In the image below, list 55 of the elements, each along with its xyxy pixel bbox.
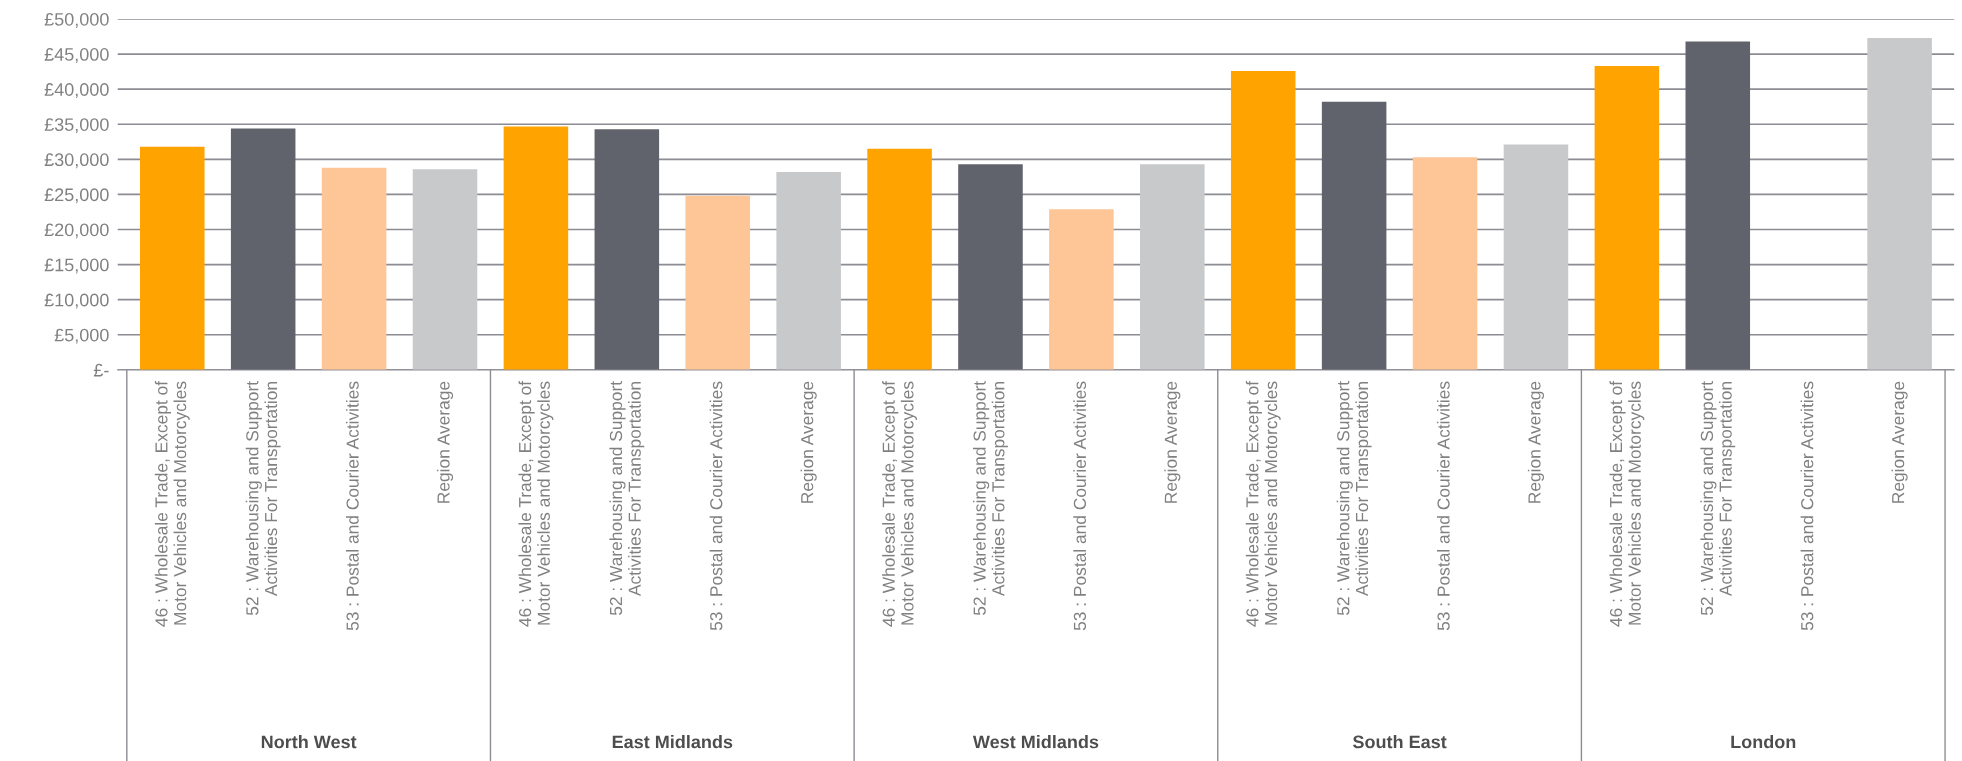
y-tick-label: £5,000 (54, 328, 109, 344)
bar (867, 148, 932, 370)
x-tick-label: 52 : Warehousing and Support Activities For Transportation (245, 381, 281, 616)
y-tick-label: £45,000 (44, 48, 109, 63)
bar (1140, 164, 1205, 370)
x-tick-label: Region Average (800, 381, 817, 503)
bar (1503, 144, 1569, 370)
x-tick-label: 46 : Wholesale Trade, Except of Motor Vehicles and Motorcycles (882, 380, 918, 627)
y-tick-label: £20,000 (44, 223, 109, 239)
x-tick-label: Region Average (436, 381, 454, 503)
bar (1594, 66, 1660, 370)
x-tick-label: 53 : Postal and Courier Activities (1073, 381, 1087, 631)
x-tick-label: Region Average (1527, 381, 1545, 503)
y-tick-label: £30,000 (44, 153, 109, 169)
x-tick-label: 53 : Postal and Courier Activities (346, 381, 359, 631)
x-tick-label: 53 : Postal and Courier Activities (709, 381, 723, 631)
bar (412, 169, 478, 370)
bar (776, 171, 841, 370)
bar (685, 195, 751, 370)
x-tick-label: 52 : Warehousing and Support Activities For Transportation (973, 381, 1008, 616)
bar (958, 164, 1023, 370)
bar (1412, 157, 1478, 370)
x-tick-label: 46 : Wholesale Trade, Except of Motor Vehicles and Motorcycles (154, 380, 190, 627)
text: London (1731, 735, 1796, 749)
x-tick-label: 46 : Wholesale Trade, Except of Motor Vehicles and Motorcycles (1245, 380, 1281, 627)
text: West Midlands (972, 735, 1099, 749)
x-tick-label: 53 : Postal and Courier Activities (1800, 381, 1814, 631)
x-tick-label: 53 : Postal and Courier Activities (1436, 381, 1450, 631)
bar (321, 167, 387, 370)
y-tick-label: £35,000 (44, 118, 109, 134)
y-tick-label: £- (93, 363, 109, 377)
bar (1685, 41, 1751, 370)
y-tick-label: £10,000 (44, 293, 109, 309)
x-tick-label: 52 : Warehousing and Support Activities For Transportation (609, 381, 645, 616)
x-tick-label: 46 : Wholesale Trade, Except of Motor Vehicles and Motorcycles (1609, 380, 1645, 627)
y-tick-label: £15,000 (44, 258, 109, 274)
bar (139, 146, 205, 370)
bar (1049, 209, 1114, 370)
y-tick-label: £50,000 (44, 12, 109, 28)
bar (230, 128, 296, 370)
text: North West (261, 735, 357, 749)
bar (1321, 101, 1387, 370)
text: East Midlands (612, 735, 733, 749)
x-tick-label: Region Average (1891, 381, 1908, 503)
x-tick-label: 46 : Wholesale Trade, Except of Motor Vehicles and Motorcycles (518, 380, 554, 627)
y-tick-label: £25,000 (44, 188, 109, 204)
x-tick-label: 52 : Warehousing and Support Activities For Transportation (1336, 381, 1372, 616)
x-tick-label: Region Average (1164, 381, 1181, 503)
bar (503, 126, 569, 370)
bar (594, 129, 660, 370)
text: South East (1352, 735, 1447, 749)
x-tick-label: 52 : Warehousing and Support Activities For Transportation (1700, 381, 1736, 616)
y-tick-label: £40,000 (44, 83, 109, 99)
bar (1230, 70, 1296, 370)
bar (1867, 37, 1932, 370)
